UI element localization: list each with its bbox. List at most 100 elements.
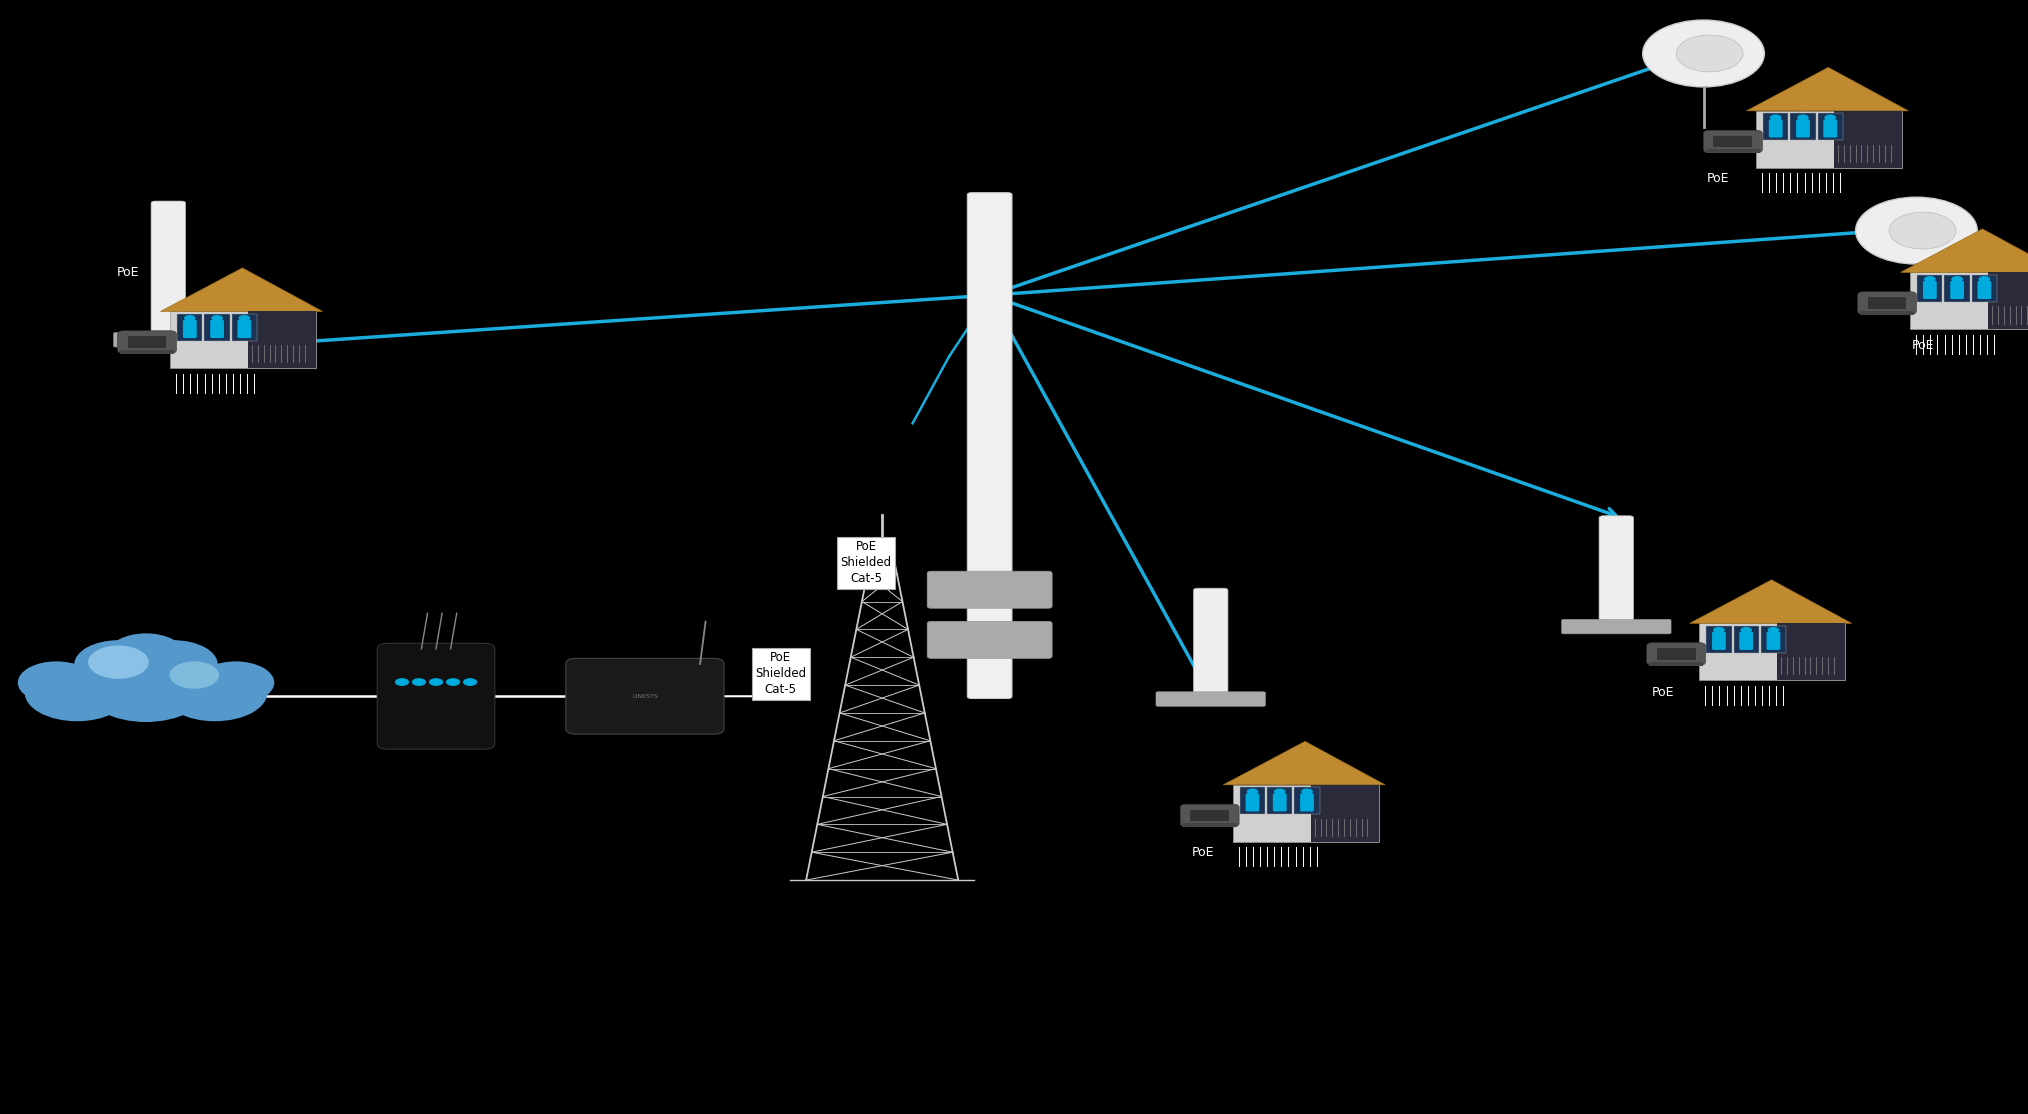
Circle shape <box>1247 789 1257 795</box>
Circle shape <box>185 315 195 322</box>
Polygon shape <box>247 312 316 369</box>
FancyBboxPatch shape <box>1823 119 1837 137</box>
Text: LINKSYS: LINKSYS <box>633 694 657 698</box>
Polygon shape <box>1233 784 1379 842</box>
Text: PoE: PoE <box>1190 846 1215 859</box>
FancyBboxPatch shape <box>1192 588 1229 693</box>
Circle shape <box>211 315 223 322</box>
Polygon shape <box>1777 624 1845 680</box>
Circle shape <box>462 678 477 686</box>
Circle shape <box>1302 789 1312 795</box>
FancyBboxPatch shape <box>1245 793 1259 811</box>
FancyBboxPatch shape <box>120 350 174 354</box>
Polygon shape <box>1833 111 1902 168</box>
FancyBboxPatch shape <box>205 314 229 341</box>
Circle shape <box>18 662 95 704</box>
Polygon shape <box>1910 273 2028 330</box>
Text: PoE
Shielded
Cat-5: PoE Shielded Cat-5 <box>754 652 807 696</box>
Circle shape <box>1768 627 1779 634</box>
Circle shape <box>197 662 274 704</box>
Circle shape <box>24 664 130 721</box>
FancyBboxPatch shape <box>1180 804 1239 827</box>
FancyBboxPatch shape <box>1817 114 1843 140</box>
FancyBboxPatch shape <box>118 331 176 353</box>
Circle shape <box>107 634 185 676</box>
FancyBboxPatch shape <box>231 314 258 341</box>
FancyBboxPatch shape <box>1791 114 1815 140</box>
FancyBboxPatch shape <box>1795 91 1809 111</box>
Circle shape <box>1675 36 1744 72</box>
Polygon shape <box>1900 229 2028 273</box>
FancyBboxPatch shape <box>1949 253 1963 273</box>
Circle shape <box>1797 115 1809 121</box>
FancyBboxPatch shape <box>1239 788 1265 814</box>
Polygon shape <box>1756 111 1902 168</box>
Circle shape <box>1643 20 1764 87</box>
FancyBboxPatch shape <box>1704 130 1762 153</box>
FancyBboxPatch shape <box>1657 648 1695 659</box>
Circle shape <box>1979 276 1989 283</box>
FancyBboxPatch shape <box>927 571 1053 608</box>
Polygon shape <box>1987 273 2028 330</box>
FancyBboxPatch shape <box>150 202 187 334</box>
FancyBboxPatch shape <box>176 314 203 341</box>
Circle shape <box>395 678 410 686</box>
Polygon shape <box>160 268 322 312</box>
FancyBboxPatch shape <box>1858 292 1916 314</box>
FancyBboxPatch shape <box>1740 632 1752 649</box>
Circle shape <box>412 678 426 686</box>
FancyBboxPatch shape <box>927 622 1053 658</box>
Circle shape <box>170 662 219 688</box>
FancyBboxPatch shape <box>1951 281 1963 299</box>
Text: PoE: PoE <box>1910 339 1935 352</box>
FancyBboxPatch shape <box>1268 788 1292 814</box>
FancyBboxPatch shape <box>1182 823 1237 828</box>
FancyBboxPatch shape <box>1860 311 1914 315</box>
FancyBboxPatch shape <box>1300 793 1314 811</box>
FancyBboxPatch shape <box>1600 516 1635 620</box>
FancyBboxPatch shape <box>1971 275 1998 302</box>
Circle shape <box>1274 789 1286 795</box>
FancyBboxPatch shape <box>967 193 1012 698</box>
FancyBboxPatch shape <box>1706 149 1760 154</box>
Text: PoE: PoE <box>116 266 140 280</box>
FancyBboxPatch shape <box>1916 275 1943 302</box>
FancyBboxPatch shape <box>209 292 223 312</box>
FancyBboxPatch shape <box>1868 297 1906 309</box>
Circle shape <box>162 664 268 721</box>
Polygon shape <box>1746 68 1908 111</box>
FancyBboxPatch shape <box>211 320 223 338</box>
FancyBboxPatch shape <box>1649 662 1704 666</box>
Text: PoE: PoE <box>1706 172 1730 185</box>
Circle shape <box>1951 276 1963 283</box>
FancyBboxPatch shape <box>1738 604 1752 624</box>
FancyBboxPatch shape <box>1945 275 1969 302</box>
Circle shape <box>1925 276 1935 283</box>
FancyBboxPatch shape <box>1294 788 1320 814</box>
Circle shape <box>1825 115 1835 121</box>
Circle shape <box>446 678 460 686</box>
FancyBboxPatch shape <box>1156 692 1265 706</box>
FancyBboxPatch shape <box>1797 119 1809 137</box>
Text: PoE: PoE <box>1651 686 1675 700</box>
FancyBboxPatch shape <box>114 333 223 348</box>
Polygon shape <box>43 666 249 700</box>
FancyBboxPatch shape <box>1714 136 1752 147</box>
Circle shape <box>130 641 217 688</box>
Polygon shape <box>1223 742 1385 784</box>
Circle shape <box>85 655 207 722</box>
Circle shape <box>1770 115 1781 121</box>
Circle shape <box>1714 627 1724 634</box>
Text: PoE
Shielded
Cat-5: PoE Shielded Cat-5 <box>840 540 892 585</box>
Circle shape <box>430 678 442 686</box>
FancyBboxPatch shape <box>183 320 197 338</box>
FancyBboxPatch shape <box>1760 626 1787 653</box>
FancyBboxPatch shape <box>1923 281 1937 299</box>
FancyBboxPatch shape <box>566 658 724 734</box>
Polygon shape <box>170 312 316 369</box>
FancyBboxPatch shape <box>1768 119 1783 137</box>
FancyBboxPatch shape <box>377 644 495 750</box>
Circle shape <box>1856 197 1977 264</box>
Circle shape <box>1890 213 1955 250</box>
Circle shape <box>239 315 249 322</box>
